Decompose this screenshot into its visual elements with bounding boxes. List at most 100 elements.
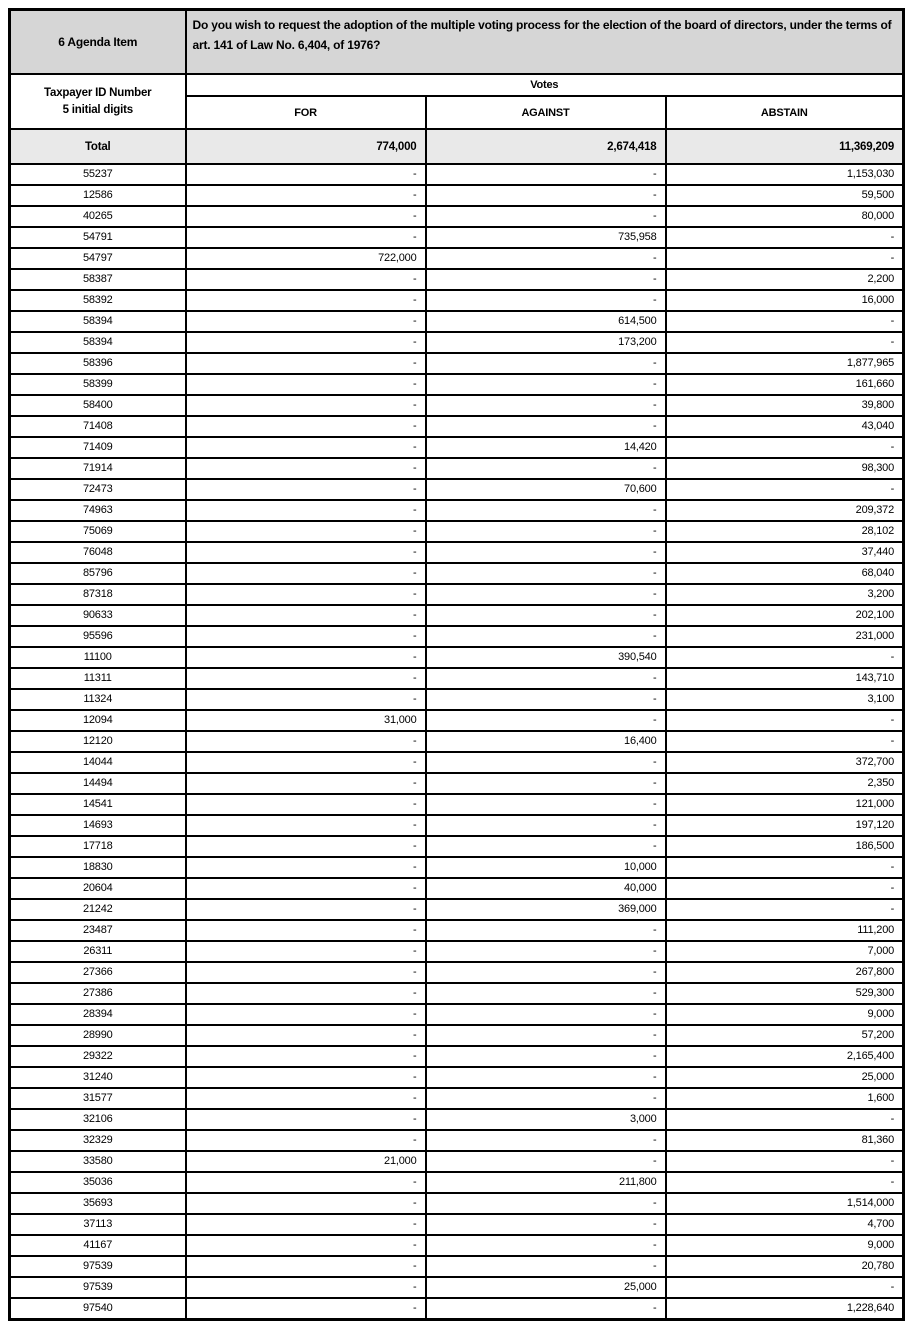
taxpayer-id-cell: 11311: [8, 667, 187, 690]
taxpayer-id-cell: 35693: [8, 1192, 187, 1215]
for-vote-cell: -: [184, 289, 427, 312]
for-vote-cell: -: [184, 1108, 427, 1131]
for-vote-cell: 21,000: [184, 1150, 427, 1173]
for-vote-cell: -: [184, 310, 427, 333]
for-vote-cell: -: [184, 751, 427, 774]
for-vote-cell: -: [184, 1087, 427, 1110]
for-vote-cell: -: [184, 436, 427, 459]
taxpayer-id-cell: 27386: [8, 982, 187, 1005]
against-vote-cell: -: [424, 1192, 667, 1215]
table-row: 12094 31,000- -: [8, 709, 905, 732]
abstain-vote-cell: 2,350: [664, 772, 905, 795]
abstain-vote-cell: 9,000: [664, 1003, 905, 1026]
abstain-vote-cell: 111,200: [664, 919, 905, 942]
taxpayer-id-cell: 58394: [8, 310, 187, 333]
for-vote-cell: -: [184, 184, 427, 207]
table-row: 28990- -57,200: [8, 1024, 905, 1047]
voting-table: 6 Agenda Item Do you wish to request the…: [8, 8, 906, 1321]
table-row: 17718- -186,500: [8, 835, 905, 858]
votes-header: Votes: [184, 73, 905, 97]
abstain-vote-cell: 209,372: [664, 499, 905, 522]
against-vote-cell: -: [424, 499, 667, 522]
abstain-vote-cell: -: [664, 646, 905, 669]
against-vote-cell: -: [424, 373, 667, 396]
against-vote-cell: -: [424, 352, 667, 375]
taxpayer-id-cell: 71914: [8, 457, 187, 480]
for-vote-cell: -: [184, 646, 427, 669]
table-row: 41167- -9,000: [8, 1234, 905, 1257]
against-vote-cell: 25,000: [424, 1276, 667, 1299]
taxpayer-id-cell: 12120: [8, 730, 187, 753]
taxpayer-id-cell: 18830: [8, 856, 187, 879]
taxpayer-id-cell: 97539: [8, 1276, 187, 1299]
for-vote-cell: -: [184, 814, 427, 837]
taxpayer-id-cell: 31577: [8, 1087, 187, 1110]
for-vote-cell: -: [184, 1024, 427, 1047]
against-vote-cell: 369,000: [424, 898, 667, 921]
taxpayer-id-cell: 35036: [8, 1171, 187, 1194]
abstain-vote-cell: -: [664, 436, 905, 459]
table-row: 20604-40,000-: [8, 877, 905, 900]
for-vote-cell: -: [184, 1276, 427, 1299]
against-vote-cell: -: [424, 982, 667, 1005]
abstain-vote-cell: 7,000: [664, 940, 905, 963]
for-vote-cell: -: [184, 562, 427, 585]
taxpayer-id-cell: 41167: [8, 1234, 187, 1257]
for-vote-cell: -: [184, 268, 427, 291]
for-vote-cell: -: [184, 856, 427, 879]
against-vote-cell: 70,600: [424, 478, 667, 501]
table-row: 28394- -9,000: [8, 1003, 905, 1026]
against-vote-cell: -: [424, 457, 667, 480]
abstain-vote-cell: 3,100: [664, 688, 905, 711]
table-row: 75069- -28,102: [8, 520, 905, 543]
for-vote-cell: -: [184, 940, 427, 963]
table-row: 12120-16,400-: [8, 730, 905, 753]
against-vote-cell: -: [424, 772, 667, 795]
taxpayer-id-cell: 33580: [8, 1150, 187, 1173]
table-row: 97540- -1,228,640: [8, 1297, 905, 1321]
against-vote-cell: -: [424, 1150, 667, 1173]
taxpayer-id-cell: 27366: [8, 961, 187, 984]
abstain-vote-cell: 81,360: [664, 1129, 905, 1152]
id-column-header: Taxpayer ID Number 5 initial digits: [8, 73, 187, 130]
abstain-vote-cell: 202,100: [664, 604, 905, 627]
taxpayer-id-cell: 87318: [8, 583, 187, 606]
against-vote-cell: -: [424, 751, 667, 774]
table-row: 58387- -2,200: [8, 268, 905, 291]
abstain-vote-cell: -: [664, 478, 905, 501]
taxpayer-id-cell: 32329: [8, 1129, 187, 1152]
for-vote-cell: -: [184, 1171, 427, 1194]
taxpayer-id-cell: 54791: [8, 226, 187, 249]
abstain-vote-cell: 231,000: [664, 625, 905, 648]
taxpayer-id-cell: 76048: [8, 541, 187, 564]
against-vote-cell: -: [424, 1234, 667, 1257]
abstain-vote-cell: 161,660: [664, 373, 905, 396]
against-vote-cell: -: [424, 1297, 667, 1321]
table-row: 12586- -59,500: [8, 184, 905, 207]
table-row: 71408- -43,040: [8, 415, 905, 438]
abstain-vote-cell: 2,200: [664, 268, 905, 291]
for-vote-cell: -: [184, 1213, 427, 1236]
abstain-vote-cell: 2,165,400: [664, 1045, 905, 1068]
for-vote-cell: -: [184, 1192, 427, 1215]
for-vote-cell: -: [184, 793, 427, 816]
table-row: 14044- -372,700: [8, 751, 905, 774]
agenda-question: Do you wish to request the adoption of t…: [184, 8, 905, 75]
against-vote-cell: -: [424, 709, 667, 732]
table-row: 55237- -1,153,030: [8, 163, 905, 186]
for-vote-cell: -: [184, 373, 427, 396]
against-vote-cell: -: [424, 1255, 667, 1278]
for-vote-cell: -: [184, 919, 427, 942]
for-vote-cell: -: [184, 457, 427, 480]
abstain-vote-cell: 57,200: [664, 1024, 905, 1047]
taxpayer-id-cell: 58387: [8, 268, 187, 291]
against-vote-cell: -: [424, 541, 667, 564]
abstain-vote-cell: 529,300: [664, 982, 905, 1005]
document-page: 6 Agenda Item Do you wish to request the…: [8, 8, 906, 1321]
abstain-vote-cell: -: [664, 1108, 905, 1131]
against-vote-cell: -: [424, 562, 667, 585]
abstain-vote-cell: -: [664, 331, 905, 354]
taxpayer-id-cell: 17718: [8, 835, 187, 858]
taxpayer-id-cell: 95596: [8, 625, 187, 648]
abstain-vote-cell: 37,440: [664, 541, 905, 564]
